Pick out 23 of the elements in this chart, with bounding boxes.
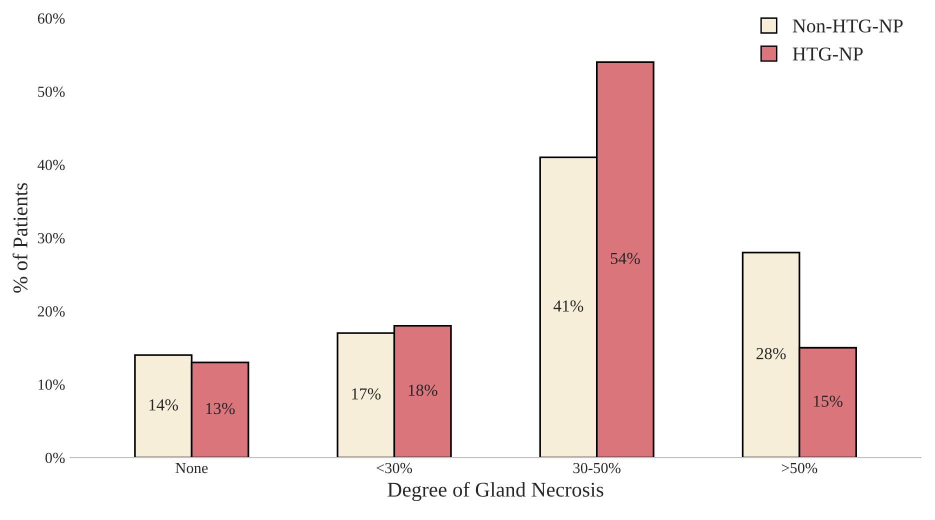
x-tick-label: <30% [376, 462, 412, 474]
y-tick-label: 40% [38, 160, 65, 170]
y-tick-label: 60% [38, 13, 65, 24]
legend-label: HTG-NP [792, 48, 863, 61]
data-label: 18% [408, 384, 438, 396]
data-label: 41% [554, 300, 584, 312]
x-axis-title: Degree of Gland Necrosis [388, 482, 604, 502]
y-tick-label: 20% [38, 306, 65, 317]
y-tick-label: 10% [38, 380, 65, 390]
x-tick-label: None [176, 463, 208, 474]
data-label: 54% [610, 252, 640, 264]
y-tick-label: 30% [38, 233, 65, 244]
data-label: 15% [814, 396, 842, 407]
data-label: 14% [150, 399, 178, 411]
y-tick-label: 50% [38, 86, 65, 97]
legend-label: Non-HTG-NP [792, 19, 903, 33]
data-label: 13% [206, 402, 235, 414]
data-label: 17% [352, 388, 381, 400]
y-tick-label: 0% [45, 452, 65, 464]
y-axis-title: % of Patients [12, 183, 28, 293]
data-label: 28% [756, 348, 786, 360]
x-tick-label: >50% [782, 462, 818, 474]
x-tick-label: 30-50% [573, 462, 621, 474]
